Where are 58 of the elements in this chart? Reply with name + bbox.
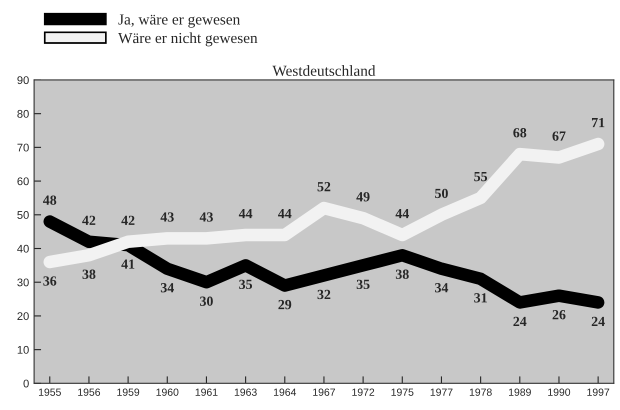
data-label: 31 bbox=[474, 293, 487, 303]
data-label: 71 bbox=[592, 118, 604, 128]
y-tick-label: 60 bbox=[17, 177, 29, 186]
data-label: 32 bbox=[318, 290, 330, 300]
x-tick-label: 1978 bbox=[470, 388, 492, 396]
data-label: 24 bbox=[513, 316, 526, 326]
data-label: 36 bbox=[43, 276, 56, 286]
chart-title: Westdeutschland bbox=[272, 65, 376, 76]
data-label: 42 bbox=[82, 216, 96, 225]
legend-label: Wäre er nicht gewesen bbox=[118, 32, 258, 46]
data-label: 26 bbox=[552, 310, 566, 320]
x-tick-label: 1964 bbox=[274, 388, 296, 396]
y-tick-label: 0 bbox=[23, 380, 29, 388]
data-label: 35 bbox=[239, 280, 252, 290]
x-tick-label: 1961 bbox=[196, 388, 218, 396]
data-label: 35 bbox=[356, 280, 370, 290]
data-label: 38 bbox=[82, 270, 96, 279]
y-tick-label: 80 bbox=[17, 110, 29, 118]
y-tick-label: 10 bbox=[18, 346, 29, 354]
y-tick-label: 40 bbox=[17, 244, 29, 253]
x-tick-label: 1975 bbox=[391, 388, 414, 396]
y-tick-label: 30 bbox=[17, 278, 29, 286]
data-label: 38 bbox=[396, 270, 409, 279]
x-tick-label: 1997 bbox=[587, 388, 610, 396]
x-tick-label: 1956 bbox=[78, 388, 100, 396]
data-label: 29 bbox=[278, 300, 292, 310]
legend-label: Ja, wäre er gewesen bbox=[118, 14, 240, 28]
data-label: 34 bbox=[160, 283, 174, 292]
data-label: 68 bbox=[513, 128, 526, 138]
data-label: 48 bbox=[43, 195, 56, 205]
y-tick-label: 50 bbox=[17, 211, 29, 219]
data-label: 44 bbox=[278, 209, 292, 218]
data-label: 67 bbox=[552, 131, 566, 141]
x-tick-label: 1963 bbox=[234, 388, 257, 396]
data-label: 52 bbox=[318, 182, 330, 192]
data-label: 44 bbox=[396, 209, 409, 218]
data-label: 34 bbox=[435, 283, 448, 292]
x-tick-label: 1972 bbox=[352, 388, 374, 396]
x-tick-label: 1990 bbox=[548, 388, 570, 396]
x-tick-label: 1955 bbox=[38, 388, 61, 396]
x-tick-label: 1960 bbox=[156, 388, 178, 396]
x-tick-label: 1977 bbox=[430, 388, 453, 396]
data-label: 50 bbox=[435, 188, 448, 198]
data-label: 43 bbox=[160, 212, 174, 222]
data-label: 24 bbox=[592, 316, 605, 326]
data-label: 49 bbox=[356, 192, 370, 202]
data-label: 42 bbox=[121, 216, 134, 225]
y-tick-label: 90 bbox=[17, 76, 29, 84]
x-tick-label: 1959 bbox=[117, 388, 140, 396]
data-label: 44 bbox=[238, 209, 252, 218]
data-label: 41 bbox=[121, 259, 134, 269]
data-label: 43 bbox=[200, 212, 213, 222]
data-label: 55 bbox=[474, 172, 488, 182]
x-tick-label: 1967 bbox=[313, 388, 336, 396]
data-label: 30 bbox=[200, 296, 213, 306]
x-tick-label: 1989 bbox=[509, 388, 531, 396]
y-tick-label: 20 bbox=[17, 312, 29, 320]
y-tick-label: 70 bbox=[17, 144, 29, 152]
